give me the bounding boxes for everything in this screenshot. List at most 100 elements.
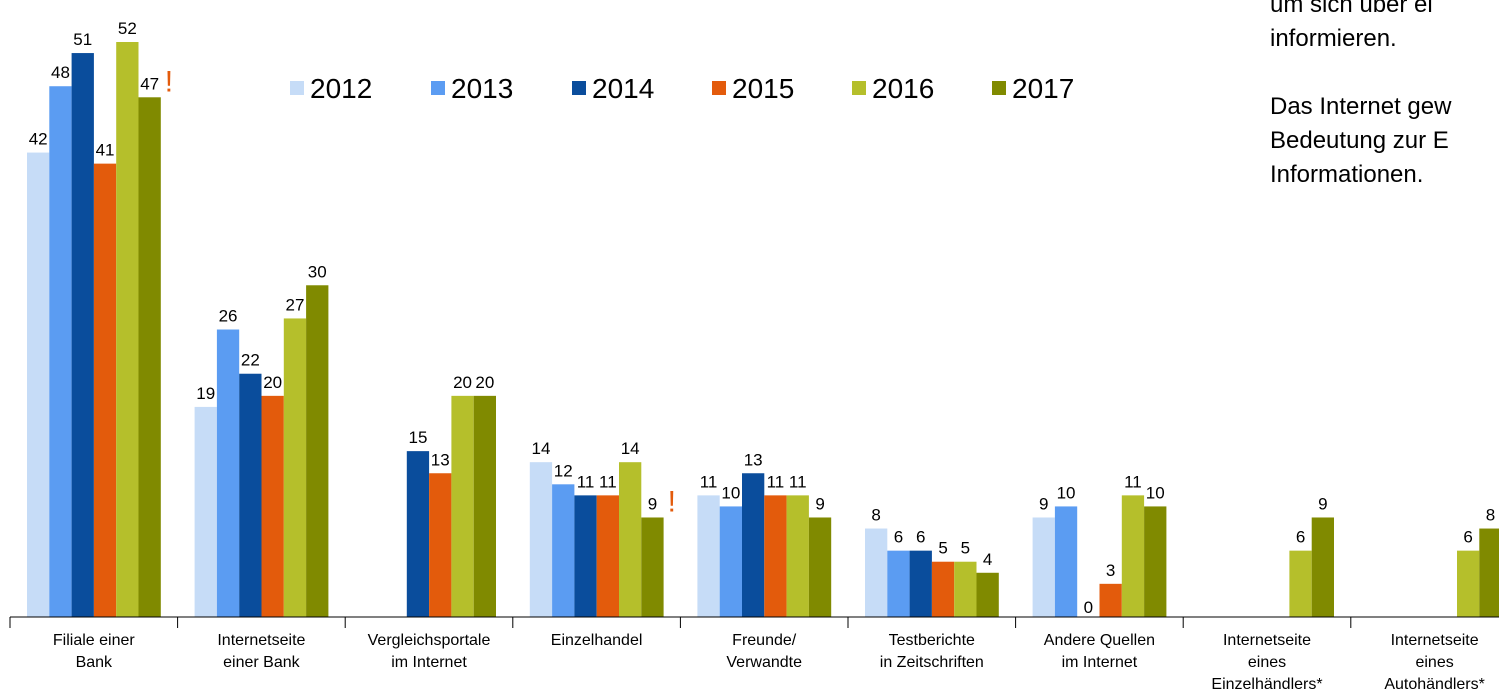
bar (909, 550, 932, 617)
value-label: 52 (118, 19, 137, 38)
x-tick-label: Freunde/ (732, 632, 797, 649)
value-label: 0 (1084, 598, 1093, 617)
side-text: Informationen. (1270, 161, 1423, 188)
bar (954, 561, 977, 617)
bar (552, 484, 575, 617)
x-tick-label: eines (1248, 654, 1286, 671)
bar (406, 451, 430, 617)
legend-swatch (852, 81, 866, 95)
x-tick-label: Filiale einer (53, 632, 135, 649)
bar (216, 329, 240, 617)
legend-swatch (992, 81, 1006, 95)
bar (1054, 506, 1078, 617)
bar (27, 152, 50, 618)
value-label: 12 (554, 461, 573, 480)
bar (306, 285, 329, 617)
value-label: 5 (961, 539, 970, 558)
value-label: 11 (767, 472, 785, 491)
value-label: 10 (1146, 483, 1165, 502)
bar (116, 42, 139, 617)
x-tick-label: Andere Quellen (1044, 632, 1155, 649)
bar (239, 373, 262, 617)
value-label: 15 (408, 428, 427, 447)
x-tick-label: im Internet (1062, 654, 1138, 671)
bar (619, 462, 642, 617)
value-label: 20 (453, 373, 472, 392)
value-label: 47 (140, 74, 159, 93)
bar (1099, 583, 1122, 617)
legend-swatch (290, 81, 304, 95)
bar (786, 495, 809, 617)
value-label: 10 (721, 483, 740, 502)
bar (574, 495, 597, 617)
value-label: 41 (96, 141, 115, 160)
value-label: 27 (285, 295, 304, 314)
x-tick-label: einer Bank (223, 654, 300, 671)
value-label: 11 (1124, 472, 1142, 491)
annotation: ! (668, 485, 676, 518)
value-label: 9 (815, 494, 824, 513)
bar (1289, 550, 1312, 617)
x-tick-label: Internetseite (1223, 632, 1311, 649)
value-label: 9 (1039, 494, 1048, 513)
value-label: 20 (263, 373, 282, 392)
value-label: 10 (1057, 483, 1076, 502)
bar (138, 97, 161, 618)
bar (473, 395, 496, 617)
bar (719, 506, 742, 617)
bar (194, 406, 217, 617)
x-tick-label: Testberichte (889, 632, 975, 649)
value-label: 19 (196, 384, 215, 403)
legend-swatch (712, 81, 726, 95)
value-label: 9 (1318, 494, 1327, 513)
side-text: Das Internet gew (1270, 93, 1452, 120)
bar (529, 462, 553, 617)
value-label: 11 (700, 472, 718, 491)
x-tick-label: Vergleichsportale (368, 632, 491, 649)
bar (49, 86, 72, 617)
value-label: 9 (648, 494, 657, 513)
bar (261, 395, 284, 617)
value-label: 14 (621, 439, 640, 458)
bar (1457, 550, 1480, 617)
value-label: 4 (983, 550, 992, 569)
bar (976, 572, 999, 617)
bar (1311, 517, 1334, 617)
value-label: 42 (29, 130, 48, 149)
legend-swatch (431, 81, 445, 95)
value-label: 6 (894, 528, 903, 547)
x-tick-label: in Zeitschriften (880, 654, 984, 671)
x-tick-label: eines (1415, 654, 1453, 671)
legend-label: 2015 (732, 73, 794, 104)
legend-label: 2013 (451, 73, 513, 104)
value-label: 51 (73, 30, 92, 49)
value-label: 8 (1486, 506, 1495, 525)
bar (1144, 506, 1167, 617)
bar (1032, 517, 1055, 617)
value-label: 48 (51, 63, 70, 82)
value-label: 6 (1296, 528, 1305, 547)
value-label: 13 (431, 450, 450, 469)
value-label: 5 (938, 539, 947, 558)
value-label: 30 (308, 262, 327, 281)
value-label: 26 (219, 307, 238, 326)
x-tick-label: Bank (76, 654, 113, 671)
bar (931, 561, 955, 617)
bar (1479, 528, 1499, 617)
legend-label: 2016 (872, 73, 934, 104)
value-label: 11 (599, 472, 617, 491)
value-label: 22 (241, 351, 260, 370)
x-tick-label: Einzelhandel (551, 632, 643, 649)
bar (697, 495, 720, 617)
x-tick-label: Autohändlers* (1384, 676, 1485, 693)
bar (451, 395, 474, 617)
bar (93, 163, 117, 617)
bar (596, 495, 619, 617)
side-text: informieren. (1270, 25, 1397, 52)
bar (808, 517, 832, 617)
x-tick-label: Verwandte (726, 654, 802, 671)
annotation: ! (165, 65, 173, 98)
value-label: 3 (1106, 561, 1115, 580)
bar (283, 318, 307, 617)
